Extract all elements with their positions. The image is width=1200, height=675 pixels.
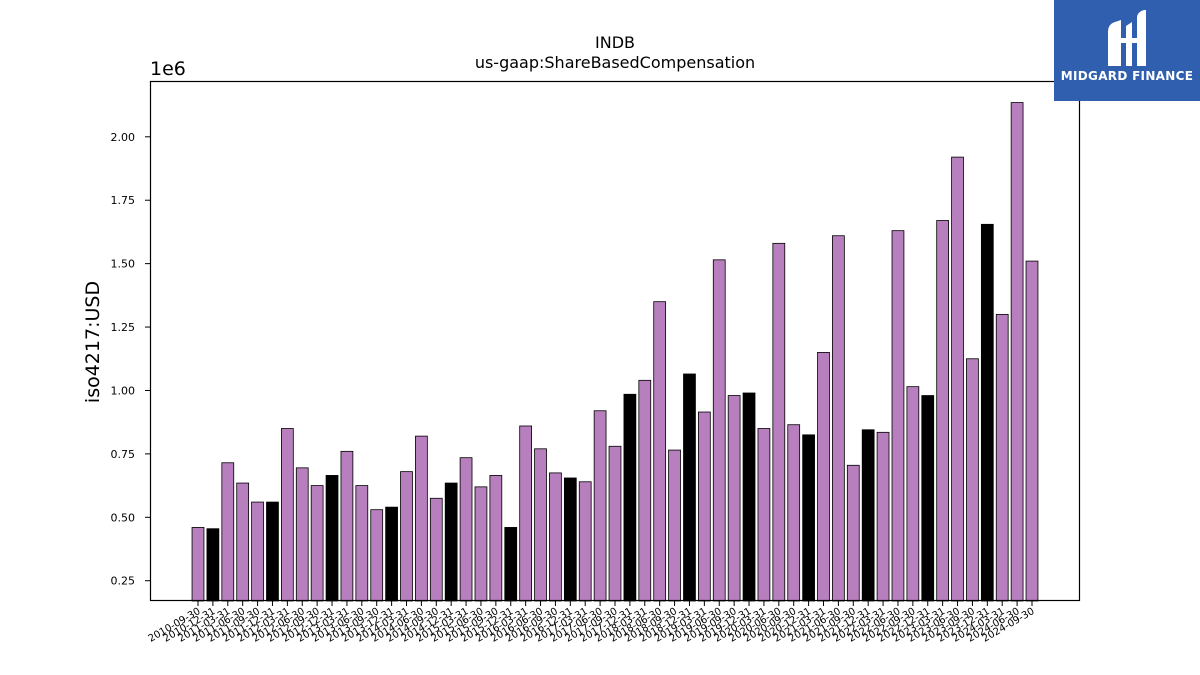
midgard-logo-icon [1108,10,1146,66]
bar-2017-03-31 [578,481,592,602]
bar-2020-03-31 [757,428,771,602]
bar-2019-06-30 [712,259,726,602]
bar-2024-03-31 [995,313,1009,602]
bar-2018-09-30 [668,449,681,602]
bar-2020-06-30 [772,242,786,602]
bar-2014-03-31 [400,471,413,602]
y-ticks-group: 0.25 0.50 0.75 1.00 1.25 1.50 1.75 2.00 [111,131,150,588]
bar-2013-06-30 [355,485,369,602]
bar-2013-03-31 [340,450,354,602]
y-tick-label: 0.25 [111,575,136,588]
bar-2012-06-30 [295,467,309,602]
bars-group [191,102,1039,602]
bar-2024-06-30 [1010,102,1024,602]
y-tick-label: 1.25 [111,321,136,334]
bar-2010-09-30 [191,527,205,602]
chart-subtitle: us-gaap:ShareBasedCompensation [475,53,755,72]
x-ticks-group: 2010-09-302010-12-312011-03-312011-06-30… [147,601,1037,645]
bar-2011-09-30 [251,501,264,602]
y-tick-label: 2.00 [111,131,136,144]
y-tick-label: 0.50 [111,511,136,524]
bar-2012-12-31 [325,475,339,602]
chart-title: INDB [595,33,635,52]
bar-2015-09-30 [489,475,503,602]
bar-2014-09-30 [429,497,443,602]
bar-2020-09-30 [787,424,801,602]
bar-2019-03-31 [698,411,711,602]
bar-2016-09-30 [549,472,562,602]
y-tick-label: 1.75 [111,194,136,207]
bar-2019-09-30 [727,395,741,602]
bar-2022-09-30 [906,386,920,602]
y-offset-label: 1e6 [150,58,186,80]
bar-2012-03-31 [280,428,294,602]
bar-2017-12-31 [623,393,637,602]
bar-2024-09-30 [1025,260,1039,602]
bar-2018-06-30 [653,301,667,602]
bar-2015-03-31 [459,457,473,602]
bar-2020-12-31 [802,434,815,602]
y-axis-label: iso4217:USD [82,281,104,403]
bar-2017-06-30 [593,410,607,602]
logo-text: MIDGARD FINANCE [1060,69,1194,83]
y-tick-label: 1.50 [111,258,136,271]
bar-2021-06-30 [832,235,845,602]
bar-2011-12-31 [266,501,279,602]
bar-2011-06-30 [236,482,250,602]
bar-2015-06-30 [474,486,488,602]
bar-2022-03-31 [876,431,890,602]
bar-2019-12-31 [742,392,756,602]
bar-2012-09-30 [310,485,324,602]
bar-2023-12-31 [980,223,994,602]
midgard-finance-logo: MIDGARD FINANCE [1054,0,1200,101]
bar-2023-03-31 [936,220,950,602]
bar-2018-03-31 [638,379,652,602]
plot-frame [149,80,1081,602]
bar-2011-03-31 [221,462,235,602]
bar-2016-06-30 [534,448,547,602]
y-tick-label: 1.00 [111,384,136,397]
bar-2023-06-30 [951,156,964,602]
bar-2022-06-30 [891,230,905,602]
bar-2013-12-31 [385,506,398,602]
bar-2016-12-31 [563,477,577,602]
bar-2013-09-30 [370,509,384,602]
bar-2021-03-31 [817,352,830,602]
bar-2021-09-30 [846,464,860,602]
bar-2018-12-31 [683,373,696,602]
bar-2017-09-30 [608,445,622,602]
bar-2015-12-31 [504,527,518,602]
bar-2010-12-31 [206,528,220,602]
bar-2016-03-31 [519,425,533,602]
bar-2021-12-31 [861,429,875,602]
bar-2014-06-30 [415,435,428,602]
y-tick-label: 0.75 [111,448,136,461]
bar-2023-09-30 [966,358,979,602]
bar-2014-12-31 [444,482,458,602]
bar-2022-12-31 [921,395,935,602]
